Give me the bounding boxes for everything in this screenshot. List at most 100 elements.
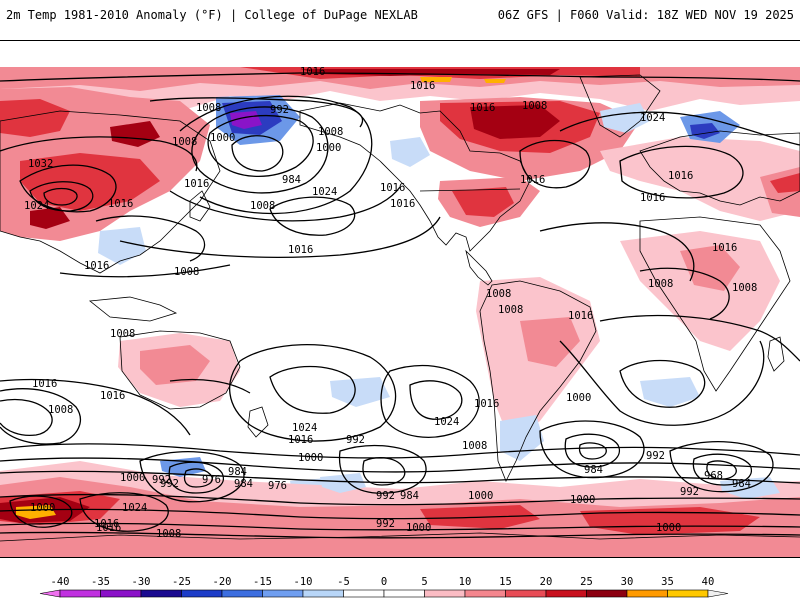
isobar-1008-indian-ring [0, 388, 81, 445]
cold-canada [390, 137, 430, 167]
isobar-1008-gulf [179, 95, 373, 215]
map-canvas: 1016 1016 1008 992 1000 1008 1016 1008 1… [0, 66, 800, 557]
cold-south-america [500, 415, 544, 461]
contour-label: 1016 [410, 80, 435, 92]
isobar-1016-s-pacific [229, 344, 397, 442]
isobar-1008-africa [639, 267, 730, 320]
color-scale: -40 -35 -30 -25 -20 -15 -10 -5 0 5 10 15 20 25 30 35 40 [39, 576, 729, 598]
contour-label: 1016 [288, 434, 313, 446]
model-run-info: 06Z GFS | F060 Valid: 18Z WED NOV 19 202… [497, 8, 794, 22]
isobar-1016-wide-south [0, 443, 800, 459]
isobar-1000-antarctic [0, 508, 800, 520]
isobar-1008-atlantic-low [519, 139, 591, 189]
colorbar-swatch [302, 589, 344, 598]
warm-usa-strong [452, 187, 514, 217]
contour-label: 1008 [156, 528, 181, 540]
isobar-1000-antarctic-2 [0, 531, 800, 539]
contour-label: 1008 [498, 304, 523, 316]
coast-europe [639, 130, 800, 206]
colorbar-swatch [221, 589, 263, 598]
contour-label: 1000 [210, 132, 235, 144]
map-title: 2m Temp 1981-2010 Anomaly (°F) | College… [6, 8, 418, 22]
colorbar-max-arrow [707, 589, 729, 598]
colorbar-tick-label: -35 [91, 576, 110, 588]
isobar-1016-e-pacific [380, 364, 480, 438]
isobar-1008-antarctic [0, 522, 800, 531]
contour-label: 1016 [94, 518, 119, 530]
cold-pacific-1 [330, 377, 390, 407]
colorbar-tick-label: 10 [459, 576, 472, 588]
contour-label: 1016 [390, 198, 415, 210]
isobar-1008-australia-s [169, 378, 251, 394]
warm-arctic-deep [300, 69, 560, 76]
warm-antarctic-strong2 [580, 507, 760, 535]
cold-alaska-extreme [230, 111, 262, 129]
isobar-1024-pacific-high [269, 196, 356, 236]
isobar-1016-asia-high [19, 164, 117, 213]
warm-russia-deep [470, 105, 560, 139]
colorbar-swatch [464, 589, 506, 598]
isobar-1000-antarctic-low [9, 495, 73, 528]
contour-label: 984 [282, 174, 301, 186]
contour-label: 976 [202, 474, 221, 486]
contour-label: 992 [376, 490, 395, 502]
colorbar-swatch [667, 589, 709, 598]
coastlines [0, 74, 800, 542]
coast-north-america [299, 102, 531, 252]
colorbar-swatch [59, 589, 101, 598]
colorbar-tick-label: 15 [499, 576, 512, 588]
contour-label: 1024 [24, 200, 49, 212]
isobar-1016-pacific-arc [169, 186, 401, 222]
contour-label: 1016 [470, 102, 495, 114]
colorbar-swatch [262, 589, 304, 598]
isobar-1016-indian-ring2 [0, 398, 53, 437]
contour-label: 992 [152, 474, 171, 486]
contour-label: 1016 [712, 242, 737, 254]
contour-label: 984 [400, 490, 419, 502]
coast-australia [119, 330, 241, 410]
isobar-992-low-3 [539, 420, 645, 479]
colorbar-tick-label: -20 [213, 576, 232, 588]
contour-label: 1008 [648, 278, 673, 290]
contour-label: 1000 [468, 490, 493, 502]
contour-label: 1008 [48, 404, 73, 416]
contour-label: 1032 [28, 158, 53, 170]
isobar-1024-s-pacific-high [269, 365, 356, 414]
colorbar-tick-label: -15 [253, 576, 272, 588]
contour-label: 1024 [434, 416, 459, 428]
contour-label: 992 [270, 104, 289, 116]
contour-label: 1008 [318, 126, 343, 138]
colorbar-swatch [140, 589, 182, 598]
colorbar-tick-label: -10 [294, 576, 313, 588]
contour-label: 1016 [474, 398, 499, 410]
colorbar-tick-label: -25 [172, 576, 191, 588]
coast-indonesia [88, 296, 178, 322]
contour-label: 1000 [566, 392, 591, 404]
colorbar-tick-label: 25 [580, 576, 593, 588]
colorbar-tick-label: -30 [132, 576, 151, 588]
isobar-1016-indian [0, 378, 191, 436]
isobar-984-aleutian [231, 135, 284, 172]
isobar-984-low-4 [692, 453, 752, 486]
colorbar-tick-label: 35 [661, 576, 674, 588]
isobar-1024-s-atlantic-high [619, 359, 706, 408]
contour-label: 992 [346, 434, 365, 446]
contour-label: 1008 [110, 328, 135, 340]
contour-label: 1000 [570, 494, 595, 506]
colorbar-tick-label: 0 [381, 576, 387, 588]
isobar-992-low-1 [139, 450, 245, 503]
warm-arctic-extreme2 [484, 79, 506, 83]
cold-pacific-2 [640, 377, 700, 407]
colorbar-tick-label: -40 [51, 576, 70, 588]
warm-antarctic-mid [0, 477, 800, 557]
coast-africa [639, 216, 791, 392]
contour-label: 1016 [96, 522, 121, 534]
isobar-contours [0, 72, 800, 539]
coast-madagascar [767, 336, 785, 372]
colorbar-swatch [343, 589, 385, 598]
contour-label: 1008 [732, 282, 757, 294]
colorbar-swatch [424, 589, 466, 598]
contour-label: 992 [160, 478, 179, 490]
isobar-1024-antarctic-high [79, 492, 169, 532]
contour-label: 1016 [520, 174, 545, 186]
